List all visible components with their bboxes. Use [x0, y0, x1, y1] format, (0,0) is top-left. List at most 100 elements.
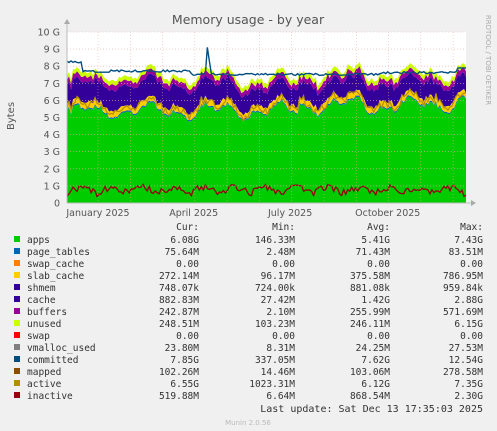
legend-name-buffers: buffers [27, 307, 67, 318]
legend-swatch-active [14, 380, 20, 386]
x-tick-label: April 2025 [169, 208, 218, 219]
legend-value-cur: 748.07k [159, 283, 199, 294]
legend-value-min: 146.33M [255, 235, 295, 246]
legend-value-max: 7.43G [454, 235, 483, 246]
legend-swatch-unused [14, 320, 20, 326]
legend-value-cur: 248.51M [159, 319, 199, 330]
legend-name-mapped: mapped [27, 367, 61, 378]
legend-value-avg: 6.12G [361, 379, 390, 390]
legend-value-avg: 5.41G [361, 235, 390, 246]
legend-name-shmem: shmem [27, 283, 56, 294]
chart-title: Memory usage - by year [172, 12, 325, 27]
legend-value-max: 83.51M [449, 247, 484, 258]
legend-value-avg: 0.00 [367, 331, 390, 342]
legend-value-avg: 255.99M [350, 307, 390, 318]
legend-value-avg: 881.08k [350, 283, 390, 294]
legend-value-avg: 0.00 [367, 259, 390, 270]
x-tick-label: January 2025 [65, 208, 129, 219]
x-tick-label: October 2025 [355, 208, 420, 219]
legend-swatch-shmem [14, 284, 20, 290]
legend-value-min: 2.10M [266, 307, 295, 318]
legend-value-max: 6.15G [454, 319, 483, 330]
legend-value-cur: 0.00 [176, 331, 199, 342]
legend-value-min: 724.00k [255, 283, 295, 294]
legend-value-min: 1023.31M [249, 379, 295, 390]
legend-swatch-apps [14, 236, 20, 242]
y-axis-label: Bytes [6, 102, 17, 130]
axes: 0 1 G 2 G 3 G 4 G 5 G 6 G 7 G 8 G 9 G 10 G January … [38, 19, 476, 219]
legend-name-slab_cache: slab_cache [27, 271, 84, 282]
area-apps [67, 96, 466, 203]
legend-swatch-swap_cache [14, 260, 20, 266]
legend-value-max: 27.53M [449, 343, 484, 354]
y-tick-label: 5 G [44, 113, 60, 124]
legend-value-max: 0.00 [460, 259, 483, 270]
legend-name-swap_cache: swap_cache [27, 259, 84, 270]
legend-name-page_tables: page_tables [27, 247, 90, 258]
legend-value-max: 786.95M [443, 271, 483, 282]
legend-value-min: 0.00 [272, 331, 295, 342]
y-axis-arrow [64, 19, 70, 24]
y-tick-label: 1 G [44, 181, 60, 192]
last-update: Last update: Sat Dec 13 17:35:03 2025 [260, 404, 483, 415]
y-tick-label: 6 G [44, 96, 60, 107]
legend-value-cur: 242.87M [159, 307, 199, 318]
legend-swatch-buffers [14, 308, 20, 314]
legend-value-min: 6.64M [266, 391, 295, 402]
y-tick-label: 2 G [44, 164, 60, 175]
legend-value-max: 278.58M [443, 367, 483, 378]
legend-value-cur: 519.88M [159, 391, 199, 402]
legend-value-min: 96.17M [261, 271, 296, 282]
legend-value-max: 571.69M [443, 307, 483, 318]
legend-header-min: Min: [272, 222, 295, 233]
legend-swatch-swap [14, 332, 20, 338]
legend-value-min: 0.00 [272, 259, 295, 270]
legend-value-max: 2.88G [454, 295, 483, 306]
line-inactive [66, 183, 467, 198]
legend-name-committed: committed [27, 355, 78, 366]
legend-swatch-vmalloc_used [14, 344, 20, 350]
rrdtool-credit: RRDTOOL / TOBI OETIKER [484, 15, 492, 105]
legend-value-avg: 868.54M [350, 391, 390, 402]
legend: Cur: Min: Avg: Max: apps 6.08G 146.33M 5.41G 7.4… [14, 222, 483, 402]
legend-value-max: 12.54G [449, 355, 484, 366]
legend-swatch-slab_cache [14, 272, 20, 278]
series-lines [66, 47, 467, 198]
legend-value-cur: 6.08G [170, 235, 199, 246]
legend-value-avg: 375.58M [350, 271, 390, 282]
legend-value-max: 2.30G [454, 391, 483, 402]
legend-name-apps: apps [27, 235, 50, 246]
area-page_tables [67, 95, 466, 122]
area-buffers [67, 66, 466, 98]
legend-value-max: 7.35G [454, 379, 483, 390]
legend-value-min: 337.05M [255, 355, 295, 366]
legend-value-cur: 882.83M [159, 295, 199, 306]
y-tick-label: 7 G [44, 79, 60, 90]
legend-value-cur: 23.80M [165, 343, 200, 354]
legend-name-swap: swap [27, 331, 50, 342]
legend-value-cur: 7.85G [170, 355, 199, 366]
legend-header-avg: Avg: [367, 222, 390, 233]
legend-value-min: 2.48M [266, 247, 295, 258]
legend-value-cur: 6.55G [170, 379, 199, 390]
y-tick-label: 4 G [44, 130, 60, 141]
legend-swatch-inactive [14, 392, 20, 398]
legend-value-max: 0.00 [460, 331, 483, 342]
legend-value-avg: 246.11M [350, 319, 390, 330]
legend-swatch-page_tables [14, 248, 20, 254]
legend-value-avg: 71.43M [356, 247, 391, 258]
y-tick-label: 0 [54, 199, 60, 210]
legend-swatch-cache [14, 296, 20, 302]
legend-name-inactive: inactive [27, 391, 73, 402]
legend-value-cur: 272.14M [159, 271, 199, 282]
line-active [66, 87, 467, 123]
legend-swatch-committed [14, 356, 20, 362]
legend-header-cur: Cur: [176, 222, 199, 233]
y-tick-label: 9 G [44, 45, 60, 56]
legend-value-cur: 102.26M [159, 367, 199, 378]
legend-value-min: 103.23M [255, 319, 295, 330]
x-axis-arrow [471, 200, 476, 206]
legend-value-min: 14.46M [261, 367, 296, 378]
legend-swatch-mapped [14, 368, 20, 374]
legend-value-max: 959.84k [443, 283, 483, 294]
